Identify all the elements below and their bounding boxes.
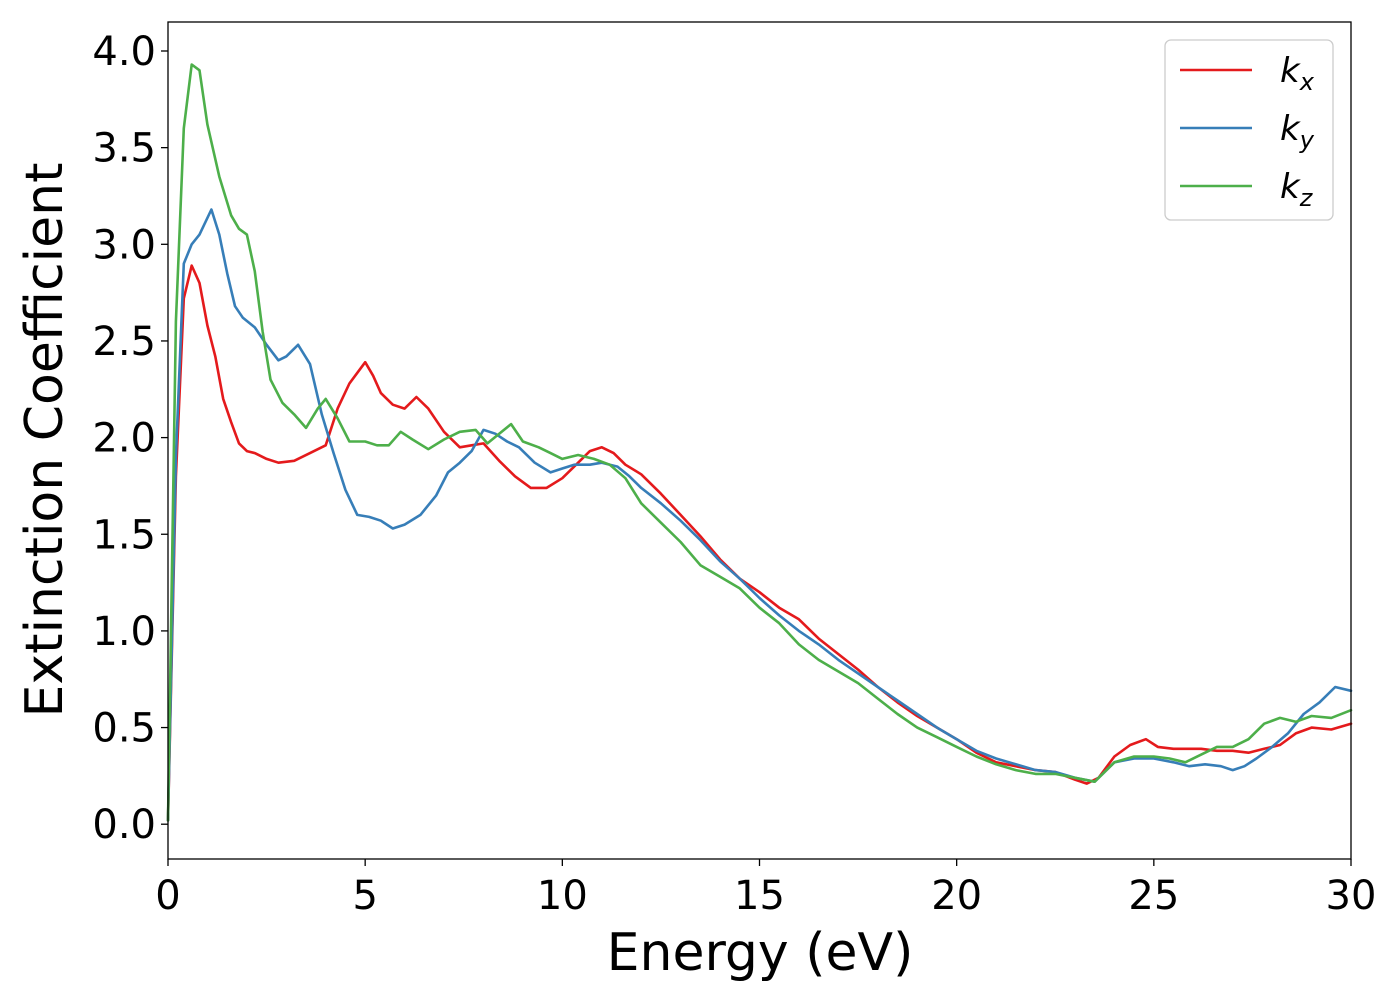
series-line-kx [166,264,1353,822]
y-tick-label: 0.0 [92,802,156,848]
x-tick-label: 5 [352,873,377,919]
y-axis: 0.0 0.5 1.0 1.5 2.0 2.5 3.0 3.5 4.0 [92,29,168,848]
x-axis-label: Energy (eV) [607,923,914,983]
legend-label-main: k [1280,109,1301,149]
x-tick-label: 10 [537,873,588,919]
y-tick-label: 3.0 [92,222,156,268]
y-tick-label: 3.5 [92,126,156,172]
x-tick-label: 20 [931,873,982,919]
legend-label-subscript: z [1299,184,1314,212]
series-line-kz [166,63,1353,822]
legend-box [1164,39,1334,221]
legend-label-subscript: y [1299,126,1315,154]
legend-label-kx: kx [1280,51,1315,96]
y-tick-label: 1.0 [92,609,156,655]
series-line-ky [166,208,1353,822]
x-tick-label: 15 [734,873,785,919]
y-tick-label: 2.5 [92,319,156,365]
y-tick-label: 0.5 [92,706,156,752]
legend-label-ky: ky [1280,109,1315,154]
legend-label-main: k [1280,51,1301,91]
series-layer [166,63,1353,822]
x-axis: 0 5 10 15 20 25 30 [155,859,1376,919]
y-tick-label: 2.0 [92,416,156,462]
legend-label-subscript: x [1299,68,1315,96]
x-tick-label: 25 [1128,873,1179,919]
legend-label-main: k [1280,167,1301,207]
legend-label-kz: kz [1280,167,1314,212]
y-tick-label: 4.0 [92,29,156,75]
x-tick-label: 30 [1326,873,1377,919]
y-axis-label: Extinction Coefficient [15,163,75,718]
y-tick-label: 1.5 [92,512,156,558]
x-tick-label: 0 [155,873,180,919]
